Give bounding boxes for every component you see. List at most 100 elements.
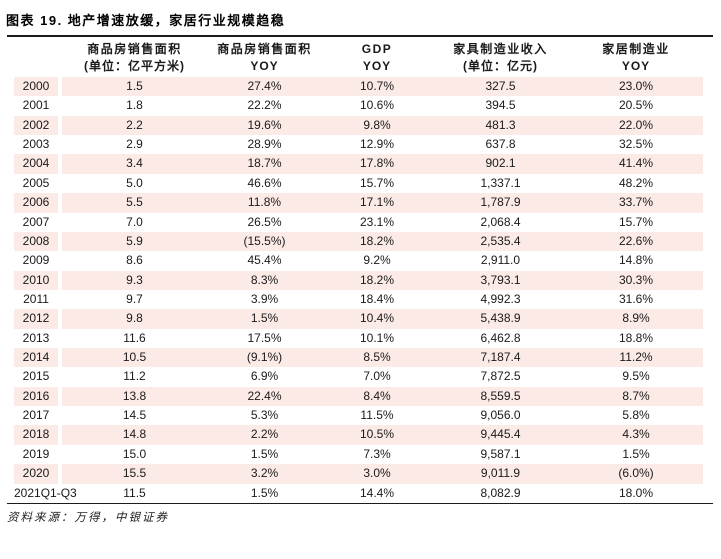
table-cell: 394.5 xyxy=(485,98,516,113)
year-cell: 2005 xyxy=(22,175,50,190)
table-row: 2020 15.5 3.2% 3.0% 9,011.9 (6.0%) xyxy=(14,464,721,484)
table-cell: 12.9% xyxy=(359,137,395,152)
year-cell: 2003 xyxy=(22,137,50,152)
table-cell: 33.7% xyxy=(569,193,703,213)
table-cell: 1.8 xyxy=(126,98,143,113)
table-cell: 1,787.9 xyxy=(432,193,569,213)
table-cell: 10.1% xyxy=(359,330,395,345)
table-cell: 11.2 xyxy=(123,369,146,384)
table-cell: 3,793.1 xyxy=(432,270,569,290)
table-cell: 3.2% xyxy=(207,464,322,484)
table-cell: 10.5% xyxy=(322,425,432,445)
table-cell: 1.5% xyxy=(250,485,279,500)
table-row: 2010 9.3 8.3% 18.2% 3,793.1 30.3% xyxy=(14,270,721,290)
header-cell: 商品房销售面积 (单位：亿平方米) xyxy=(84,42,185,73)
table-cell: 11.6 xyxy=(123,330,146,345)
table-cell: 1,337.1 xyxy=(480,175,521,190)
table-cell: 7.0% xyxy=(363,369,391,384)
table-row: 2021Q1-Q3 11.5 1.5% 14.4% 8,082.9 18.0% xyxy=(14,484,721,503)
table-bottom-border xyxy=(7,502,713,504)
table-cell: 17.5% xyxy=(247,330,282,345)
table-row: 2013 11.6 17.5% 10.1% 6,462.8 18.8% xyxy=(14,329,721,348)
table-cell: 7.0 xyxy=(126,214,143,229)
table-cell: 9,056.0 xyxy=(480,408,521,423)
table-row: 2001 1.8 22.2% 10.6% 394.5 20.5% xyxy=(14,96,721,115)
table-row: 2012 9.8 1.5% 10.4% 5,438.9 8.9% xyxy=(14,309,721,329)
table-cell: 23.1% xyxy=(359,214,395,229)
table-cell: 10.7% xyxy=(322,77,432,97)
table-cell: 22.4% xyxy=(207,386,322,407)
table-cell: 17.1% xyxy=(322,193,432,213)
table-cell: 14.5 xyxy=(122,408,147,423)
table-header: 商品房销售面积 (单位：亿平方米) 商品房销售面积 YOY GDP YOY 家具制造业收入(… xyxy=(14,37,721,77)
table-row: 2000 1.5 27.4% 10.7% 327.5 23.0% xyxy=(14,77,721,97)
table-cell: 19.6% xyxy=(207,115,322,136)
source-note: 资料来源：万得，中银证券 xyxy=(7,509,169,524)
table-cell: 6.9% xyxy=(250,369,279,384)
table-row: 2005 5.0 46.6% 15.7% 1,337.1 48.2% xyxy=(14,174,721,193)
table-cell: 8.3% xyxy=(207,270,322,290)
table-cell: 1.5% xyxy=(622,446,650,461)
header-cell: GDP YOY xyxy=(361,42,393,73)
table-cell: 2.2% xyxy=(207,425,322,445)
year-cell: 2010 xyxy=(14,270,58,290)
year-cell: 2017 xyxy=(22,408,50,423)
page-title: 图表 19. 地产增速放缓，家居行业规模趋稳 xyxy=(6,13,286,28)
table-cell: 1.5% xyxy=(250,446,279,461)
year-cell: 2006 xyxy=(14,193,58,213)
table-cell: 10.5 xyxy=(62,348,207,368)
table-cell: 9,445.4 xyxy=(432,425,569,445)
table-cell: 15.0 xyxy=(122,446,147,461)
table-cell: 8.6 xyxy=(126,253,143,268)
table-cell: 7,187.4 xyxy=(432,348,569,368)
table-cell: 7.3% xyxy=(363,446,391,461)
table-cell: 18.8% xyxy=(618,330,654,345)
table-cell: 23.0% xyxy=(569,77,703,97)
table-row: 2004 3.4 18.7% 17.8% 902.1 41.4% xyxy=(14,154,721,174)
table-cell: 2.9 xyxy=(126,137,143,152)
header-cell: 家具制造业收入 (单位：亿元) xyxy=(453,42,548,73)
table-cell: 18.4% xyxy=(359,291,395,306)
table-row: 2006 5.5 11.8% 17.1% 1,787.9 33.7% xyxy=(14,193,721,213)
table-cell: 13.8 xyxy=(62,386,207,407)
header-cell: 家居制造业 YOY xyxy=(602,42,670,73)
table-cell: 4,992.3 xyxy=(480,291,521,306)
table-cell: 27.4% xyxy=(207,77,322,97)
header-cell-year xyxy=(14,41,58,75)
table-cell: 9.3 xyxy=(62,270,207,290)
table-row: 2003 2.9 28.9% 12.9% 637.8 32.5% xyxy=(14,135,721,154)
table-cell: 9.2% xyxy=(363,253,391,268)
report-figure: 图表 19. 地产增速放缓，家居行业规模趋稳 商品房销售面积 (单位：亿平方米) 商… xyxy=(0,10,721,559)
table-cell: 20.5% xyxy=(618,98,654,113)
table-cell: 11.5% xyxy=(360,408,394,423)
table-cell: 18.7% xyxy=(207,154,322,174)
table-cell: 6,462.8 xyxy=(480,330,521,345)
table-cell: 14.4% xyxy=(359,485,395,500)
header-cell: 商品房销售面积 YOY xyxy=(217,42,312,73)
table-row: 2017 14.5 5.3% 11.5% 9,056.0 5.8% xyxy=(14,406,721,425)
year-cell: 2013 xyxy=(22,330,50,345)
year-cell: 2007 xyxy=(22,214,50,229)
table-cell: 5.9 xyxy=(62,231,207,252)
table-cell: 3.0% xyxy=(322,464,432,484)
table-cell: 1.5% xyxy=(207,309,322,329)
table-cell: 3.4 xyxy=(62,154,207,174)
table-cell: 30.3% xyxy=(569,270,703,290)
table-cell: 14.8 xyxy=(62,425,207,445)
table-cell: 46.6% xyxy=(247,175,282,190)
table-top-border xyxy=(7,35,713,37)
table-cell: 637.8 xyxy=(485,137,516,152)
table-row: 2018 14.8 2.2% 10.5% 9,445.4 4.3% xyxy=(14,425,721,445)
table-cell: 7,872.5 xyxy=(480,369,521,384)
table-row: 2008 5.9 (15.5%) 18.2% 2,535.4 22.6% xyxy=(14,231,721,252)
year-cell: 2008 xyxy=(14,231,58,252)
table-cell: 15.7% xyxy=(618,214,654,229)
year-cell: 2009 xyxy=(22,253,50,268)
table-cell: 481.3 xyxy=(432,115,569,136)
table-cell: 18.0% xyxy=(618,485,654,500)
year-cell: 2020 xyxy=(14,464,58,484)
year-cell: 2018 xyxy=(14,425,58,445)
year-cell: 2016 xyxy=(14,386,58,407)
table-cell: 11.2% xyxy=(569,348,703,368)
table-cell: 2,068.4 xyxy=(480,214,521,229)
